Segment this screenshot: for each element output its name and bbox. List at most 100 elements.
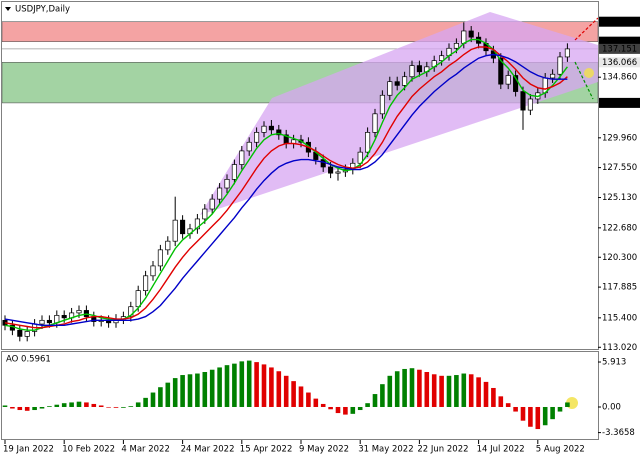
ao-bar <box>365 403 370 407</box>
ao-bar <box>283 375 289 407</box>
y-tick-label: 120.300 <box>602 253 637 263</box>
candle-body <box>150 265 156 277</box>
candle-body <box>276 129 282 136</box>
ao-bar <box>121 406 126 408</box>
ao-bar <box>239 361 245 407</box>
candle-body <box>550 73 556 79</box>
candle-body <box>461 30 467 44</box>
candle-body <box>416 65 422 73</box>
ao-bar <box>276 371 282 407</box>
ao-bar <box>98 405 104 407</box>
ao-bar <box>402 368 407 407</box>
level-label: 137.735 <box>602 37 637 47</box>
candle-body <box>224 179 230 189</box>
y-tick-label: 5.913 <box>602 358 626 368</box>
ao-bar <box>417 369 422 407</box>
ao-bar <box>158 387 163 407</box>
ao-bar <box>187 374 193 407</box>
y-tick-label: 127.550 <box>602 163 637 173</box>
ao-bar <box>209 369 215 407</box>
candle-body <box>409 65 415 78</box>
ao-bar <box>483 381 489 407</box>
y-tick-label: 117.885 <box>602 283 637 293</box>
candle-body <box>143 275 149 291</box>
candle-body <box>394 81 400 86</box>
candle-body <box>527 98 533 111</box>
ao-bar <box>350 406 356 414</box>
candle-body <box>202 208 208 220</box>
ao-bar <box>113 406 119 408</box>
x-tick-label: 24 Mar 2022 <box>181 445 235 455</box>
level-label: 137.151 <box>602 44 637 54</box>
ao-bar <box>320 403 326 407</box>
candle-body <box>209 198 215 210</box>
main-frame <box>1 1 599 350</box>
ao-frame <box>1 351 599 440</box>
ao-bar <box>513 406 518 412</box>
y-tick-label: 125.130 <box>602 193 637 203</box>
ao-bar <box>2 405 8 407</box>
candle-body <box>498 57 504 85</box>
candle-body <box>335 171 341 174</box>
candle-body <box>372 113 378 133</box>
ao-bar <box>461 373 467 407</box>
candle-body <box>128 306 134 317</box>
ao-bar <box>328 406 333 410</box>
candle-body <box>513 75 519 92</box>
y-tick-label: 113.020 <box>602 343 637 353</box>
candle-body <box>157 249 163 267</box>
ao-bar <box>91 403 97 407</box>
candle-body <box>320 159 326 168</box>
candle-body <box>246 141 252 152</box>
x-tick-label: 31 May 2022 <box>358 445 413 455</box>
candle-body <box>76 310 82 314</box>
ao-bar <box>172 378 178 407</box>
ao-bar <box>394 371 400 407</box>
candle-body <box>172 219 178 242</box>
candle-body <box>365 132 371 153</box>
candle-body <box>564 48 570 58</box>
y-tick-label: 129.960 <box>602 133 637 143</box>
ao-bar <box>269 367 274 407</box>
ao-bar <box>24 406 30 411</box>
ao-bar <box>468 374 474 407</box>
ao-bar <box>47 406 52 407</box>
ao-bar <box>217 367 222 407</box>
ao-bar <box>424 372 430 407</box>
ao-bar <box>476 377 481 407</box>
candle-body <box>217 187 223 200</box>
candle-body <box>39 319 45 325</box>
ao-bar <box>535 406 541 430</box>
candle-body <box>165 240 171 251</box>
candle-body <box>17 329 23 337</box>
candle-body <box>61 315 67 319</box>
ao-bar <box>224 365 230 407</box>
candle-body <box>194 218 200 230</box>
level-label-box <box>599 36 640 47</box>
level-label: 136.066 <box>602 58 637 68</box>
ao-bar <box>135 402 141 407</box>
ao-bar <box>106 406 111 408</box>
y-tick-label: 134.860 <box>602 73 637 83</box>
ao-bar <box>128 406 134 407</box>
candle-body <box>387 81 393 96</box>
ao-bar <box>498 396 504 407</box>
ao-bar <box>39 406 45 409</box>
candle-body <box>328 166 334 174</box>
ao-bar <box>380 384 385 407</box>
ao-bar <box>143 397 148 407</box>
candle-body <box>261 125 267 133</box>
ao-bar <box>76 401 82 407</box>
ao-bar <box>491 387 496 407</box>
x-tick-label: 22 Jun 2022 <box>417 445 468 455</box>
candle-body <box>180 219 186 235</box>
ma-line <box>4 53 568 326</box>
ao-bar <box>335 406 341 414</box>
level-label-box <box>599 43 640 54</box>
x-tick-label: 19 Jan 2022 <box>3 445 54 455</box>
ao-bar <box>298 386 304 407</box>
candle-body <box>505 75 511 85</box>
candle-body <box>379 94 385 115</box>
ao-bar <box>387 375 393 407</box>
